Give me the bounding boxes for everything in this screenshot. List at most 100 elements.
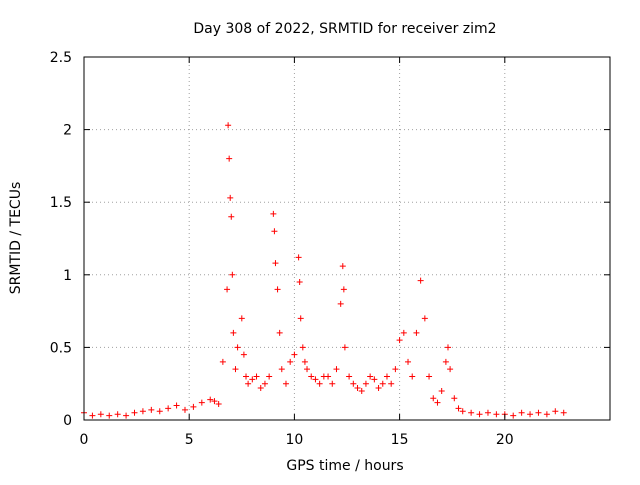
data-point (211, 398, 218, 405)
data-point (358, 387, 365, 394)
data-point (228, 213, 235, 220)
axis-ticks: 0 5 10 15 20 0 0.5 1 1.5 2 2.5 (50, 50, 610, 448)
data-point (337, 300, 344, 307)
data-point (287, 358, 294, 365)
data-point (421, 315, 428, 322)
data-point (271, 228, 278, 235)
data-point (165, 405, 172, 412)
data-point (409, 373, 416, 380)
data-point (156, 408, 163, 415)
data-point (371, 376, 378, 383)
data-point (270, 210, 277, 217)
data-point (190, 403, 197, 410)
data-point (114, 411, 121, 418)
data-point (392, 366, 399, 373)
data-point (274, 286, 281, 293)
data-point (253, 373, 260, 380)
x-tick-label: 10 (285, 432, 303, 448)
data-point (299, 344, 306, 351)
data-point (552, 408, 559, 415)
data-point (232, 366, 239, 373)
data-point (493, 411, 500, 418)
chart-title: Day 308 of 2022, SRMTID for receiver zim… (193, 21, 496, 37)
data-point (535, 409, 542, 416)
data-point (266, 373, 273, 380)
data-point (430, 395, 437, 402)
data-point (312, 376, 319, 383)
data-point (234, 344, 241, 351)
data-point (510, 412, 517, 419)
data-point (297, 315, 304, 322)
x-tick-label: 5 (185, 432, 194, 448)
data-point (339, 263, 346, 270)
data-point (139, 408, 146, 415)
data-point (243, 373, 250, 380)
data-point (224, 286, 231, 293)
data-point (405, 358, 412, 365)
data-point (518, 409, 525, 416)
data-point (362, 380, 369, 387)
data-point (350, 380, 357, 387)
data-point (438, 387, 445, 394)
data-point (444, 344, 451, 351)
data-point (215, 401, 222, 408)
y-tick-label: 0.5 (50, 340, 72, 356)
data-point (325, 373, 332, 380)
data-point (296, 279, 303, 286)
data-point (257, 385, 264, 392)
data-point (131, 409, 138, 416)
data-point (238, 315, 245, 322)
data-point (97, 411, 104, 418)
plot-frame (83, 56, 611, 421)
data-point (272, 260, 279, 267)
data-point (181, 406, 188, 413)
data-point (379, 380, 386, 387)
data-point (304, 366, 311, 373)
data-point (276, 329, 283, 336)
data-point (455, 405, 462, 412)
y-tick-label: 0 (63, 413, 72, 429)
data-point (245, 380, 252, 387)
data-point (148, 406, 155, 413)
data-point (468, 409, 475, 416)
y-tick-label: 1.5 (50, 195, 72, 211)
data-point (230, 329, 237, 336)
data-point (123, 412, 130, 419)
data-point (333, 366, 340, 373)
data-point (417, 277, 424, 284)
y-tick-label: 1 (63, 268, 72, 284)
x-tick-label: 15 (391, 432, 409, 448)
data-point (329, 380, 336, 387)
data-point (396, 337, 403, 344)
data-point (426, 373, 433, 380)
y-tick-label: 2.5 (50, 50, 72, 66)
data-point (106, 412, 113, 419)
data-point (560, 409, 567, 416)
data-point (400, 329, 407, 336)
data-point (442, 358, 449, 365)
data-point (367, 373, 374, 380)
data-point (282, 380, 289, 387)
data-point (413, 329, 420, 336)
data-point (447, 366, 454, 373)
data-points (81, 122, 567, 419)
y-tick-label: 2 (63, 123, 72, 139)
data-point (295, 254, 302, 261)
data-point (459, 408, 466, 415)
data-point (291, 351, 298, 358)
data-point (240, 351, 247, 358)
data-point (375, 385, 382, 392)
data-point (451, 395, 458, 402)
data-point (173, 402, 180, 409)
data-point (383, 373, 390, 380)
data-point (434, 399, 441, 406)
y-axis-label: SRMTID / TECUs (8, 182, 24, 295)
data-point (316, 380, 323, 387)
data-point (261, 380, 268, 387)
data-point (388, 380, 395, 387)
data-point (354, 385, 361, 392)
data-point (346, 373, 353, 380)
data-point (301, 358, 308, 365)
